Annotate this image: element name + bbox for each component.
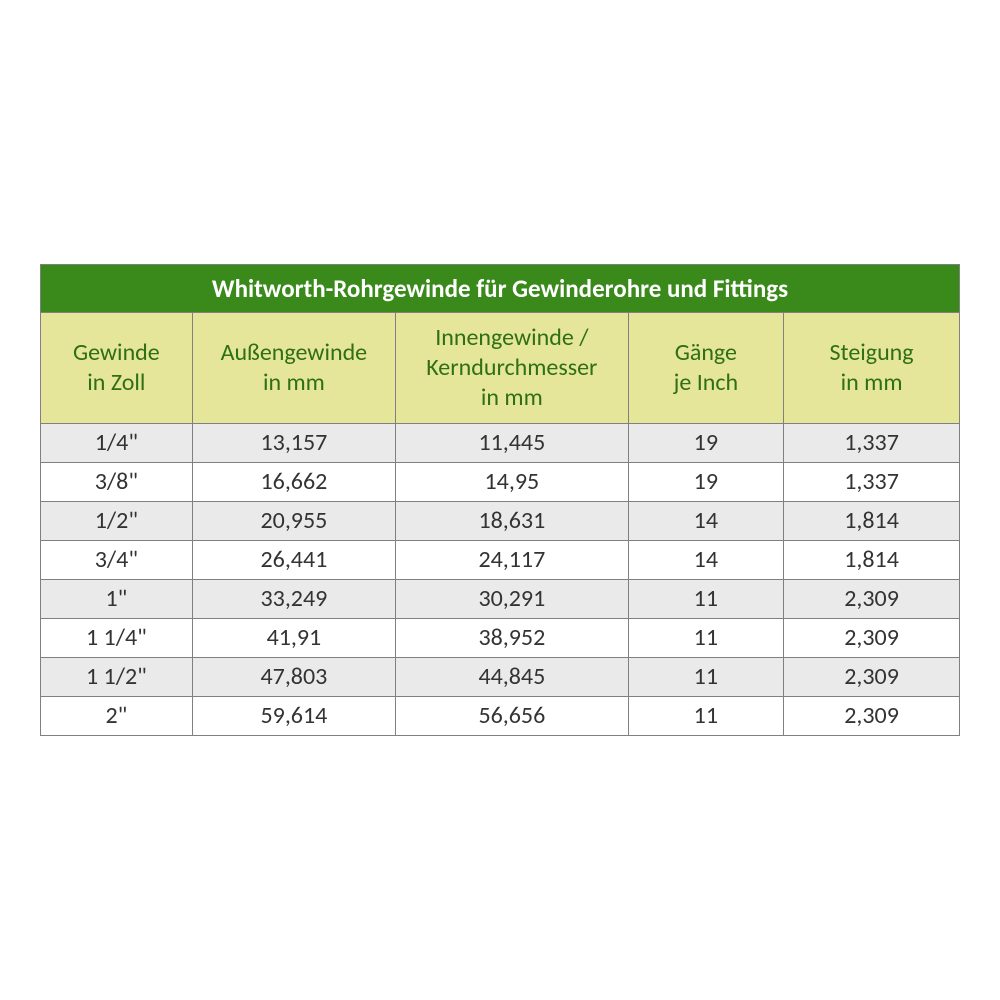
cell: 1,337	[784, 463, 960, 502]
cell: 1/4"	[41, 424, 193, 463]
cell: 2"	[41, 697, 193, 736]
col-header-gaenge: Gänge je Inch	[628, 313, 784, 424]
cell: 1,814	[784, 502, 960, 541]
cell: 30,291	[396, 580, 628, 619]
col-header-line: in Zoll	[87, 368, 145, 397]
cell: 47,803	[192, 658, 395, 697]
cell: 11	[628, 658, 784, 697]
col-header-line: in mm	[263, 368, 325, 397]
cell: 26,441	[192, 541, 395, 580]
col-header-line: Innengewinde /	[435, 323, 588, 352]
table-row: 1" 33,249 30,291 11 2,309	[41, 580, 960, 619]
cell: 14,95	[396, 463, 628, 502]
col-header-steigung: Steigung in mm	[784, 313, 960, 424]
cell: 59,614	[192, 697, 395, 736]
cell: 41,91	[192, 619, 395, 658]
cell: 38,952	[396, 619, 628, 658]
cell: 1 1/4"	[41, 619, 193, 658]
cell: 1"	[41, 580, 193, 619]
col-header-line: Gewinde	[73, 338, 160, 367]
table-row: 3/8" 16,662 14,95 19 1,337	[41, 463, 960, 502]
cell: 19	[628, 463, 784, 502]
cell: 33,249	[192, 580, 395, 619]
col-header-line: je Inch	[674, 368, 739, 397]
cell: 18,631	[396, 502, 628, 541]
page: Whitworth-Rohrgewinde für Gewinderohre u…	[0, 0, 1000, 1000]
table-title-row: Whitworth-Rohrgewinde für Gewinderohre u…	[41, 264, 960, 312]
col-header-line: Gänge	[675, 338, 737, 367]
cell: 2,309	[784, 619, 960, 658]
col-header-innengewinde: Innengewinde / Kerndurchmesser in mm	[396, 313, 628, 424]
col-header-line: Steigung	[830, 338, 914, 367]
cell: 1,814	[784, 541, 960, 580]
cell: 11	[628, 580, 784, 619]
cell: 24,117	[396, 541, 628, 580]
col-header-gewinde: Gewinde in Zoll	[41, 313, 193, 424]
cell: 3/8"	[41, 463, 193, 502]
cell: 2,309	[784, 697, 960, 736]
col-header-line: in mm	[481, 383, 543, 412]
cell: 1 1/2"	[41, 658, 193, 697]
cell: 2,309	[784, 580, 960, 619]
cell: 11	[628, 619, 784, 658]
col-header-aussengewinde: Außengewinde in mm	[192, 313, 395, 424]
cell: 14	[628, 541, 784, 580]
cell: 19	[628, 424, 784, 463]
table-body: 1/4" 13,157 11,445 19 1,337 3/8" 16,662 …	[41, 424, 960, 736]
whitworth-table: Whitworth-Rohrgewinde für Gewinderohre u…	[40, 264, 960, 736]
table-row: 2" 59,614 56,656 11 2,309	[41, 697, 960, 736]
cell: 2,309	[784, 658, 960, 697]
cell: 56,656	[396, 697, 628, 736]
table-row: 1/2" 20,955 18,631 14 1,814	[41, 502, 960, 541]
table-row: 3/4" 26,441 24,117 14 1,814	[41, 541, 960, 580]
table-title: Whitworth-Rohrgewinde für Gewinderohre u…	[41, 264, 960, 312]
table-header-row: Gewinde in Zoll Außengewinde in mm Innen…	[41, 313, 960, 424]
cell: 13,157	[192, 424, 395, 463]
cell: 3/4"	[41, 541, 193, 580]
cell: 1/2"	[41, 502, 193, 541]
cell: 44,845	[396, 658, 628, 697]
table-row: 1 1/4" 41,91 38,952 11 2,309	[41, 619, 960, 658]
cell: 11	[628, 697, 784, 736]
col-header-line: Außengewinde	[221, 338, 367, 367]
table-row: 1/4" 13,157 11,445 19 1,337	[41, 424, 960, 463]
table-row: 1 1/2" 47,803 44,845 11 2,309	[41, 658, 960, 697]
col-header-line: in mm	[841, 368, 903, 397]
cell: 1,337	[784, 424, 960, 463]
cell: 11,445	[396, 424, 628, 463]
cell: 16,662	[192, 463, 395, 502]
cell: 14	[628, 502, 784, 541]
cell: 20,955	[192, 502, 395, 541]
col-header-line: Kerndurchmesser	[426, 353, 597, 382]
